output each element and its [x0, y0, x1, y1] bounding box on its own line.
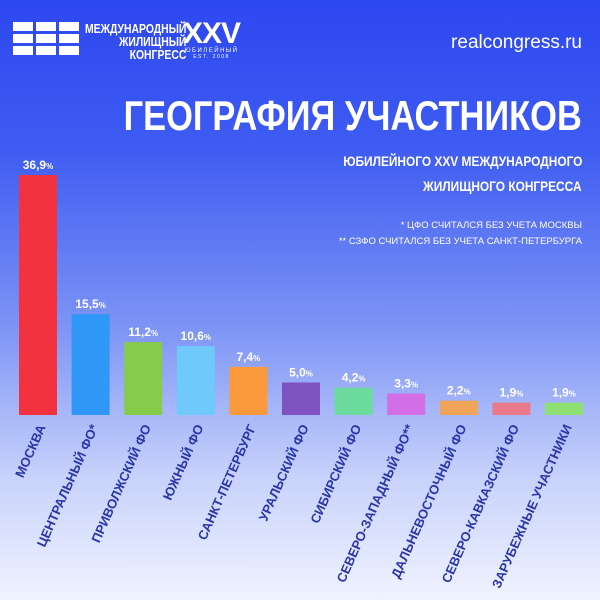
logo-line: ЖИЛИЩНЫЙ [118, 34, 187, 49]
data-label: 4,2% [342, 371, 366, 385]
bar [71, 314, 110, 415]
data-label: 2,2% [447, 384, 471, 398]
chart-subtitle-2: ЖИЛИЩНОГО КОНГРЕССА [423, 178, 582, 194]
bar [492, 402, 531, 415]
bar [19, 175, 57, 415]
bar [545, 402, 583, 415]
category-label: ЮЖНЫЙ ФО [160, 422, 207, 502]
chart-title: ГЕОГРАФИЯ УЧАСТНИКОВ [123, 92, 582, 139]
bar [334, 387, 373, 415]
edition-badge: XXV ЮБИЛЕЙНЫЙ EST. 2008 [183, 17, 241, 61]
bar [387, 393, 426, 415]
category-label: ПРИВОЛЖСКИЙ ФО [88, 422, 154, 545]
category-label: УРАЛЬСКИЙ ФО [256, 422, 312, 523]
bar [229, 366, 268, 415]
category-label: СИБИРСКИЙ ФО [307, 422, 364, 525]
data-label: 1,9% [552, 386, 576, 400]
logo-text: МЕЖДУНАРОДНЫЙ ЖИЛИЩНЫЙ КОНГРЕСС [85, 22, 186, 61]
category-label: САНКТ-ПЕТЕРБУРГ [195, 422, 260, 543]
edition-number: XXV [183, 17, 241, 50]
data-label: 5,0% [289, 365, 313, 379]
data-label: 1,9% [499, 386, 523, 400]
bar [124, 342, 163, 415]
note-1: * ЦФО СЧИТАЛСЯ БЕЗ УЧЕТА МОСКВЫ [400, 220, 582, 231]
edition-sub: ЮБИЛЕЙНЫЙ [184, 48, 239, 54]
congress-logo: МЕЖДУНАРОДНЫЙ ЖИЛИЩНЫЙ КОНГРЕСС [13, 22, 212, 61]
data-label: 7,4% [236, 350, 260, 364]
bar [176, 346, 215, 415]
site-link[interactable]: realcongress.ru [451, 32, 582, 53]
logo-bricks-icon [13, 22, 79, 61]
data-label: 15,5% [75, 297, 105, 311]
logo-line: МЕЖДУНАРОДНЫЙ [85, 21, 187, 36]
category-label: МОСКВА [12, 422, 49, 480]
est-year: EST. 2008 [193, 54, 230, 60]
data-label: 3,3% [394, 377, 418, 391]
note-2: ** СЗФО СЧИТАЛСЯ БЕЗ УЧЕТА САНКТ-ПЕТЕРБУ… [338, 236, 582, 247]
chart-subtitle-1: ЮБИЛЕЙНОГО XXV МЕЖДУНАРОДНОГО [342, 153, 582, 169]
bar [282, 382, 320, 415]
logo-line: КОНГРЕСС [129, 47, 187, 62]
data-label: 36,9% [23, 158, 53, 172]
data-label: 11,2% [128, 325, 158, 339]
data-label: 10,6% [181, 329, 211, 343]
bar [439, 400, 478, 415]
